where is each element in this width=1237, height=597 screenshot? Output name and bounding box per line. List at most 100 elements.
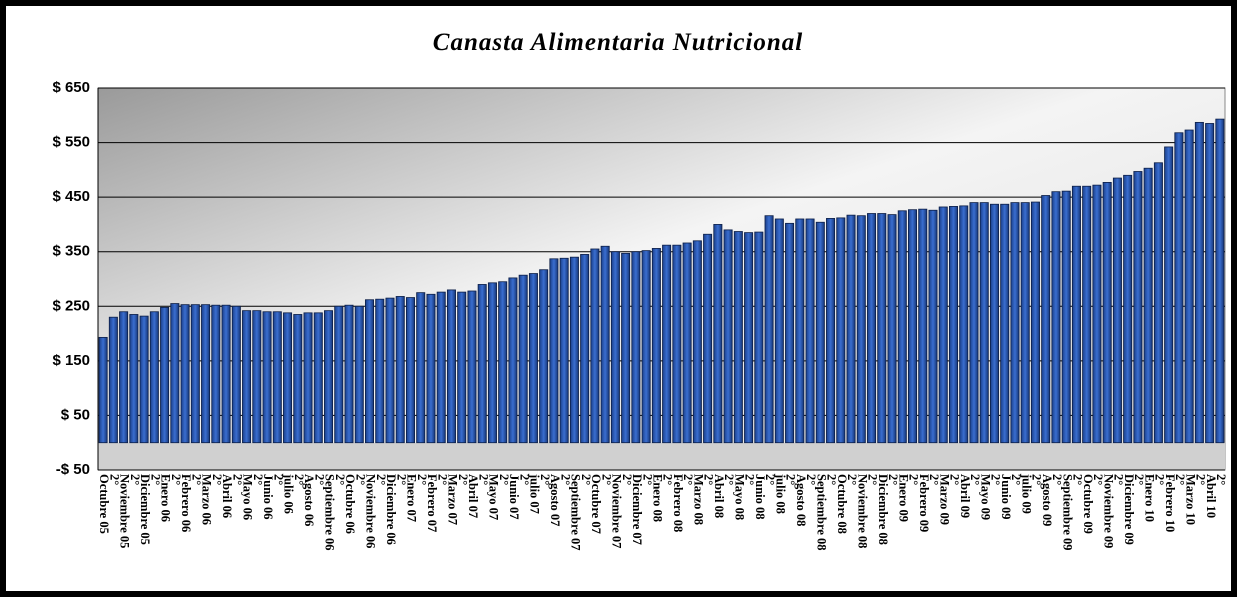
bar [426, 293, 436, 444]
x-tick-label: Mayo 08 [732, 474, 746, 520]
x-tick-label: 2° [968, 474, 982, 485]
x-tick-label: Octubre 07 [589, 474, 603, 534]
x-tick-label: Abril 07 [466, 474, 480, 518]
bar [641, 250, 651, 444]
x-tick-label: Enero 10 [1142, 474, 1156, 522]
x-tick-label: Mayo 09 [978, 474, 992, 520]
x-tick-label: 2° [1194, 474, 1208, 485]
x-tick-label: Abril 09 [958, 474, 972, 518]
bar [436, 291, 446, 444]
bar [692, 240, 702, 444]
x-tick-label: 2° [825, 474, 839, 485]
x-tick-label: Octubre 08 [835, 474, 849, 534]
bar [170, 303, 180, 444]
bar [283, 312, 293, 444]
bar [1061, 190, 1071, 444]
bar [487, 282, 497, 444]
x-tick-label: Noviembre 06 [364, 474, 378, 548]
x-tick-label: Marzo 09 [937, 474, 951, 525]
bar [703, 233, 713, 444]
x-tick-label: 2° [620, 474, 634, 485]
y-tick-label: $ 250 [52, 297, 90, 314]
x-tick-label: 2° [866, 474, 880, 485]
bar [334, 305, 344, 444]
x-tick-label: Junio 06 [261, 474, 275, 520]
x-tick-label: Diciembre 05 [138, 474, 152, 545]
bar [948, 206, 958, 444]
bar [1123, 174, 1133, 444]
bar [1051, 191, 1061, 444]
bar [467, 290, 477, 444]
bar [477, 284, 487, 444]
bar [1215, 118, 1225, 444]
bar [313, 312, 323, 444]
x-tick-label: Abril 08 [712, 474, 726, 518]
bar [1082, 185, 1092, 444]
x-tick-label: Agosto 08 [794, 474, 808, 526]
x-tick-label: Junio 08 [753, 474, 767, 520]
bar [1102, 182, 1112, 444]
bar [1020, 202, 1030, 444]
x-tick-label: 2° [189, 474, 203, 485]
x-tick-label: Enero 07 [405, 474, 419, 522]
bar [1041, 195, 1051, 444]
x-tick-label: 2° [907, 474, 921, 485]
x-tick-label: Diciembre 08 [876, 474, 890, 545]
bar [764, 215, 774, 444]
x-tick-label: 2° [476, 474, 490, 485]
bar [846, 214, 856, 444]
x-tick-label: Noviembre 07 [610, 474, 624, 548]
x-tick-label: 2° [148, 474, 162, 485]
bar [221, 304, 231, 444]
x-tick-label: julio 08 [773, 473, 787, 514]
x-tick-label: 2° [558, 474, 572, 485]
x-tick-label: 2° [456, 474, 470, 485]
x-tick-label: 2° [353, 474, 367, 485]
bar [569, 256, 579, 444]
bar [826, 218, 836, 444]
bar [1000, 203, 1010, 444]
bar [867, 213, 877, 444]
bar [211, 304, 221, 444]
bar [785, 222, 795, 444]
x-tick-label: 2° [107, 474, 121, 485]
x-tick-label: Enero 08 [651, 474, 665, 522]
x-tick-label: 2° [517, 474, 531, 485]
y-tick-label: $ 150 [52, 352, 90, 369]
y-tick-label: $ 650 [52, 79, 90, 96]
x-tick-label: Octubre 09 [1081, 474, 1095, 534]
bar [856, 215, 866, 444]
bar [918, 208, 928, 444]
x-tick-label: Febrero 10 [1163, 474, 1177, 532]
x-tick-label: julio 09 [1019, 473, 1033, 514]
bar [365, 299, 375, 444]
x-tick-label: Febrero 06 [179, 474, 193, 532]
x-tick-label: Junio 07 [507, 474, 521, 520]
bar [559, 257, 569, 444]
bar [180, 304, 190, 444]
x-tick-label: 2° [1009, 474, 1023, 485]
x-tick-label: 2° [1050, 474, 1064, 485]
bar [508, 277, 518, 444]
x-tick-label: Febrero 09 [917, 474, 931, 532]
bar [272, 311, 282, 444]
bar [621, 252, 631, 444]
x-tick-label: Abril 06 [220, 474, 234, 518]
x-tick-label: Noviembre 09 [1101, 474, 1115, 548]
x-tick-label: 2° [661, 474, 675, 485]
bar [774, 218, 784, 444]
bar [457, 291, 467, 444]
bar [836, 217, 846, 444]
bar [908, 209, 918, 444]
bar [303, 312, 313, 444]
bar [1174, 132, 1184, 444]
bar [713, 224, 723, 444]
bar [590, 248, 600, 444]
bar [1143, 167, 1153, 444]
bar [190, 304, 200, 444]
x-tick-label: 2° [271, 474, 285, 485]
x-tick-label: 2° [230, 474, 244, 485]
bar [1030, 201, 1040, 444]
x-tick-label: Agosto 06 [302, 474, 316, 526]
